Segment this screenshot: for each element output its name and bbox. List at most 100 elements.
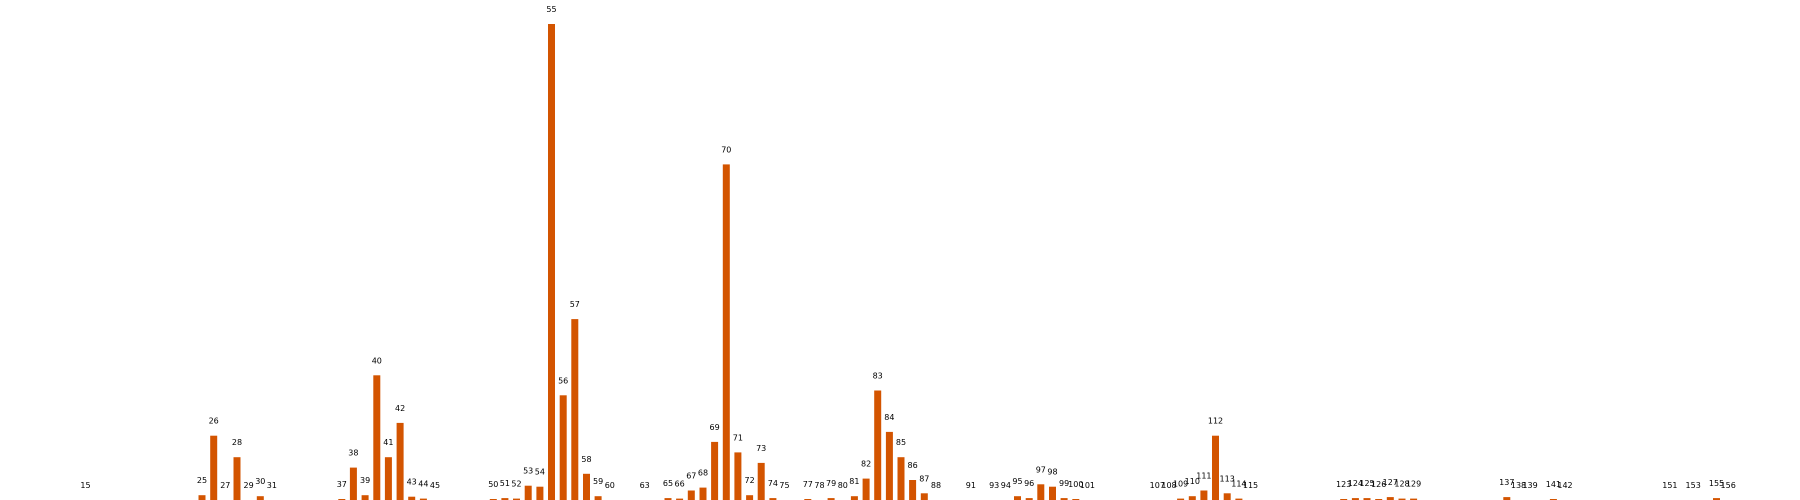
bar-label-63: 63 bbox=[640, 481, 650, 490]
bar-label-70: 70 bbox=[721, 145, 731, 154]
bar-label-51: 51 bbox=[500, 479, 510, 488]
bar-97 bbox=[1037, 484, 1045, 500]
bar-label-71: 71 bbox=[733, 433, 743, 442]
bar-label-84: 84 bbox=[884, 413, 894, 422]
bar-65 bbox=[664, 498, 672, 500]
bar-155 bbox=[1713, 498, 1720, 500]
bar-label-82: 82 bbox=[861, 460, 871, 469]
bar-label-125: 125 bbox=[1359, 479, 1374, 488]
bar-label-93: 93 bbox=[989, 481, 999, 490]
bar-43 bbox=[408, 496, 416, 500]
bar-85 bbox=[897, 457, 905, 500]
bar-label-98: 98 bbox=[1047, 468, 1057, 477]
bar-label-69: 69 bbox=[710, 423, 720, 432]
bar-69 bbox=[711, 441, 719, 500]
bar-label-38: 38 bbox=[348, 449, 358, 458]
bar-label-45: 45 bbox=[430, 481, 440, 490]
bar-99 bbox=[1060, 498, 1068, 500]
bar-label-72: 72 bbox=[745, 476, 755, 485]
bar-label-50: 50 bbox=[488, 480, 498, 489]
bar-label-139: 139 bbox=[1522, 481, 1537, 490]
bar-56 bbox=[559, 395, 567, 500]
bar-113 bbox=[1223, 493, 1231, 500]
bar-52 bbox=[513, 498, 520, 500]
bar-79 bbox=[827, 498, 835, 500]
bar-label-129: 129 bbox=[1406, 480, 1421, 489]
bar-95 bbox=[1014, 496, 1021, 500]
bar-label-141: 141 bbox=[1546, 480, 1561, 489]
bar-label-60: 60 bbox=[605, 481, 615, 490]
bar-label-37: 37 bbox=[337, 480, 347, 489]
bar-label-153: 153 bbox=[1686, 481, 1701, 490]
bar-58 bbox=[583, 473, 590, 500]
bar-84 bbox=[885, 431, 893, 500]
bar-label-85: 85 bbox=[896, 438, 906, 447]
bar-59 bbox=[594, 496, 602, 500]
bar-label-100: 100 bbox=[1068, 480, 1083, 489]
bar-label-109: 109 bbox=[1173, 480, 1188, 489]
bar-label-108: 108 bbox=[1161, 481, 1176, 490]
bar-label-43: 43 bbox=[407, 478, 417, 487]
bar-label-68: 68 bbox=[698, 469, 708, 478]
bar-label-66: 66 bbox=[675, 480, 685, 489]
bar-86 bbox=[909, 480, 917, 500]
bar-label-25: 25 bbox=[197, 476, 207, 485]
bar-30 bbox=[256, 496, 264, 500]
bar-39 bbox=[361, 495, 369, 500]
bar-label-80: 80 bbox=[838, 481, 848, 490]
bar-label-127: 127 bbox=[1383, 478, 1398, 487]
bar-label-44: 44 bbox=[418, 480, 428, 489]
bar-82 bbox=[862, 478, 870, 500]
bar-label-151: 151 bbox=[1662, 481, 1677, 490]
bar-label-27: 27 bbox=[220, 481, 230, 490]
bar-label-52: 52 bbox=[511, 480, 521, 489]
bar-label-30: 30 bbox=[255, 477, 265, 486]
bar-129 bbox=[1410, 498, 1418, 500]
bar-label-42: 42 bbox=[395, 404, 405, 413]
bar-40 bbox=[373, 375, 381, 500]
bar-label-128: 128 bbox=[1394, 480, 1409, 489]
bar-53 bbox=[524, 485, 532, 500]
bar-55 bbox=[548, 24, 555, 500]
bar-41 bbox=[384, 457, 392, 500]
bar-label-114: 114 bbox=[1231, 480, 1246, 489]
bar-label-55: 55 bbox=[546, 5, 556, 14]
bar-label-156: 156 bbox=[1721, 481, 1736, 490]
bar-51 bbox=[501, 498, 509, 500]
bar-label-97: 97 bbox=[1036, 465, 1046, 474]
bar-label-26: 26 bbox=[209, 417, 219, 426]
bar-label-86: 86 bbox=[908, 461, 918, 470]
bar-114 bbox=[1235, 498, 1243, 500]
bar-label-123: 123 bbox=[1336, 480, 1351, 489]
bar-label-56: 56 bbox=[558, 376, 568, 385]
bar-73 bbox=[757, 462, 765, 500]
bar-label-78: 78 bbox=[814, 481, 824, 490]
bar-71 bbox=[734, 452, 742, 500]
bar-label-126: 126 bbox=[1371, 480, 1386, 489]
bar-57 bbox=[571, 319, 579, 500]
bar-label-87: 87 bbox=[919, 474, 929, 483]
bar-28 bbox=[233, 457, 241, 500]
bar-label-94: 94 bbox=[1001, 481, 1011, 490]
bar-67 bbox=[687, 490, 695, 500]
bar-label-113: 113 bbox=[1220, 474, 1235, 483]
bar-label-58: 58 bbox=[581, 455, 591, 464]
bar-label-124: 124 bbox=[1348, 479, 1363, 488]
bar-label-99: 99 bbox=[1059, 479, 1069, 488]
bar-127 bbox=[1386, 497, 1394, 500]
bar-81 bbox=[850, 496, 858, 500]
bar-label-111: 111 bbox=[1196, 472, 1211, 481]
bar-25 bbox=[198, 495, 206, 500]
bar-label-88: 88 bbox=[931, 481, 941, 490]
bar-label-31: 31 bbox=[267, 481, 277, 490]
bar-label-39: 39 bbox=[360, 476, 370, 485]
bar-128 bbox=[1398, 498, 1406, 500]
bar-83 bbox=[874, 390, 882, 500]
bar-label-95: 95 bbox=[1012, 477, 1022, 486]
bar-label-101: 101 bbox=[1080, 481, 1095, 490]
bar-110 bbox=[1188, 496, 1196, 500]
bar-label-40: 40 bbox=[372, 356, 382, 365]
bar-label-73: 73 bbox=[756, 444, 766, 453]
bar-label-110: 110 bbox=[1185, 477, 1200, 486]
bar-label-112: 112 bbox=[1208, 417, 1223, 426]
